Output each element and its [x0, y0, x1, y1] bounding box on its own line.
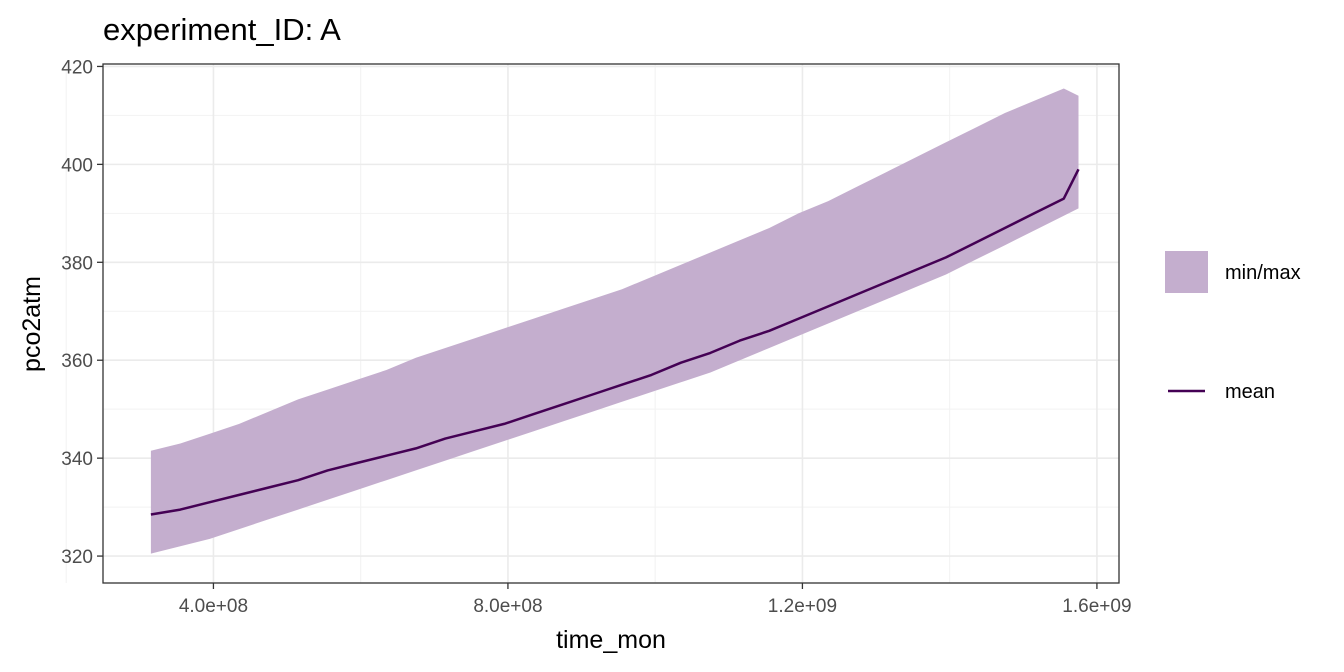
x-axis-title: time_mon — [556, 626, 666, 654]
mean-line-layer — [150, 168, 1080, 516]
y-tick-label: 400 — [61, 155, 93, 176]
panel-border — [102, 63, 1120, 584]
y-tick-label: 380 — [61, 253, 93, 274]
legend-label-mean: mean — [1225, 381, 1275, 403]
x-tick-label: 1.6e+09 — [1062, 596, 1131, 617]
ribbon-min-max — [150, 88, 1079, 554]
y-tick-label: 340 — [61, 449, 93, 470]
mean-line — [150, 168, 1080, 516]
y-tick-label: 320 — [61, 547, 93, 568]
x-tick-label: 8.0e+08 — [473, 596, 542, 617]
axis-ticks: 320 340 360 380 400 420 4.0e+08 8.0e+08 1.2e+09 1… — [61, 57, 1131, 617]
legend-label-min-max: min/max — [1225, 262, 1301, 284]
ribbon-layer — [150, 88, 1079, 554]
legend-key-min-max — [1165, 251, 1208, 293]
y-tick-label: 420 — [61, 57, 93, 78]
x-tick-label: 4.0e+08 — [179, 596, 248, 617]
y-axis-title: pco2atm — [18, 276, 46, 372]
y-tick-label: 360 — [61, 351, 93, 372]
x-tick-label: 1.2e+09 — [768, 596, 837, 617]
legend: min/max mean — [1165, 251, 1301, 403]
chart-title: experiment_ID: A — [103, 12, 341, 47]
